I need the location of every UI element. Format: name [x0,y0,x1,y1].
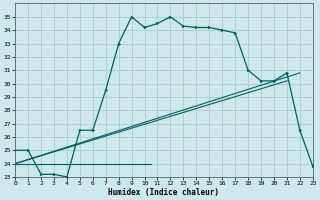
X-axis label: Humidex (Indice chaleur): Humidex (Indice chaleur) [108,188,220,197]
